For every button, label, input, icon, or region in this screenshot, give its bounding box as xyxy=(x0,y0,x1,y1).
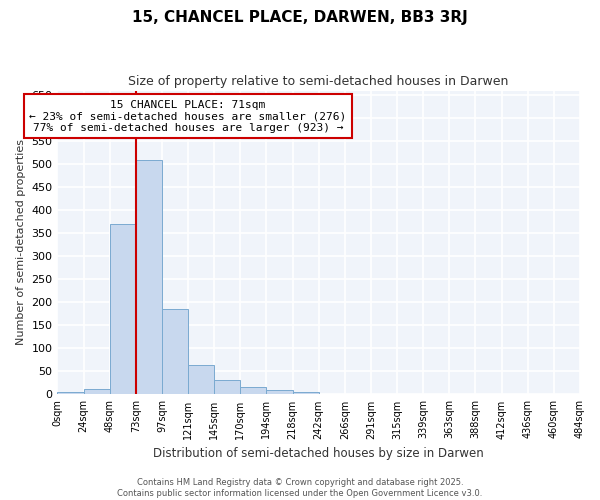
Bar xyxy=(110,224,136,394)
Text: Contains HM Land Registry data © Crown copyright and database right 2025.
Contai: Contains HM Land Registry data © Crown c… xyxy=(118,478,482,498)
X-axis label: Distribution of semi-detached houses by size in Darwen: Distribution of semi-detached houses by … xyxy=(154,447,484,460)
Bar xyxy=(162,310,188,394)
Text: 15 CHANCEL PLACE: 71sqm
← 23% of semi-detached houses are smaller (276)
77% of s: 15 CHANCEL PLACE: 71sqm ← 23% of semi-de… xyxy=(29,100,347,133)
Bar xyxy=(214,380,240,394)
Bar xyxy=(188,364,214,394)
Title: Size of property relative to semi-detached houses in Darwen: Size of property relative to semi-detach… xyxy=(128,75,509,88)
Bar xyxy=(240,387,266,394)
Y-axis label: Number of semi-detached properties: Number of semi-detached properties xyxy=(16,140,26,346)
Bar xyxy=(293,392,319,394)
Bar xyxy=(266,390,293,394)
Bar xyxy=(136,160,162,394)
Text: 15, CHANCEL PLACE, DARWEN, BB3 3RJ: 15, CHANCEL PLACE, DARWEN, BB3 3RJ xyxy=(132,10,468,25)
Bar xyxy=(58,392,83,394)
Bar xyxy=(83,389,110,394)
